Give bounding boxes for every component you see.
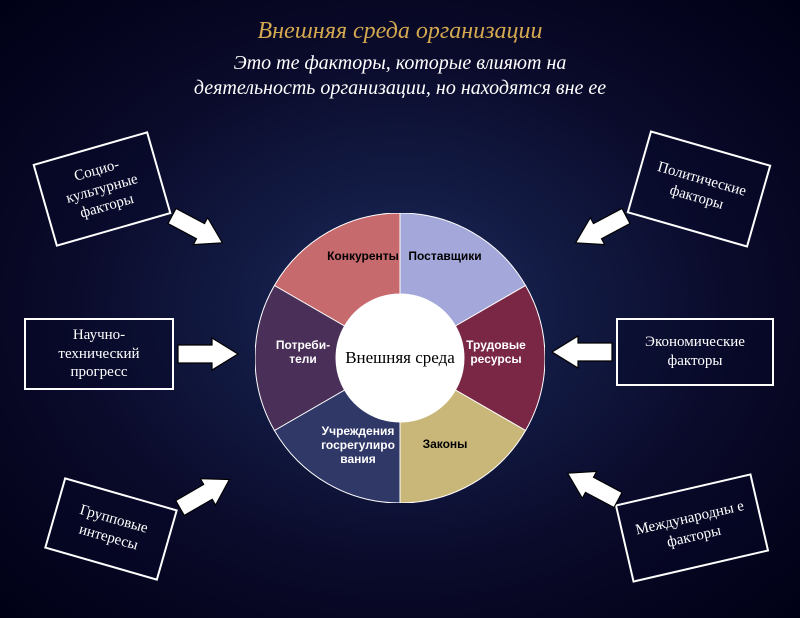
factor-group: Групповые интересы [44, 477, 178, 581]
subtitle-line2: деятельность организации, но находятся в… [194, 77, 606, 99]
factor-international: Международны е факторы [615, 473, 769, 582]
donut-center: Внешняя среда [336, 294, 464, 422]
arrow-political [569, 203, 634, 257]
donut-chart: Внешняя среда Конкуренты Поставщики Труд… [255, 213, 545, 503]
page-subtitle: Это те факторы, которые влияют на деятел… [0, 51, 800, 101]
center-label: Внешняя среда [345, 348, 455, 368]
arrow-scitech [178, 338, 238, 370]
factor-scitech: Научно- технический прогресс [24, 318, 174, 390]
arrow-sociocultural [165, 203, 230, 257]
factor-sociocultural: Социо- культурные факторы [32, 131, 171, 247]
arrow-group [172, 466, 237, 521]
factor-economic: Экономические факторы [616, 318, 774, 386]
subtitle-line1: Это те факторы, которые влияют на [234, 52, 567, 74]
factor-political: Политические факторы [627, 130, 772, 247]
arrow-economic [552, 336, 612, 368]
page-title: Внешняя среда организации [0, 18, 800, 45]
